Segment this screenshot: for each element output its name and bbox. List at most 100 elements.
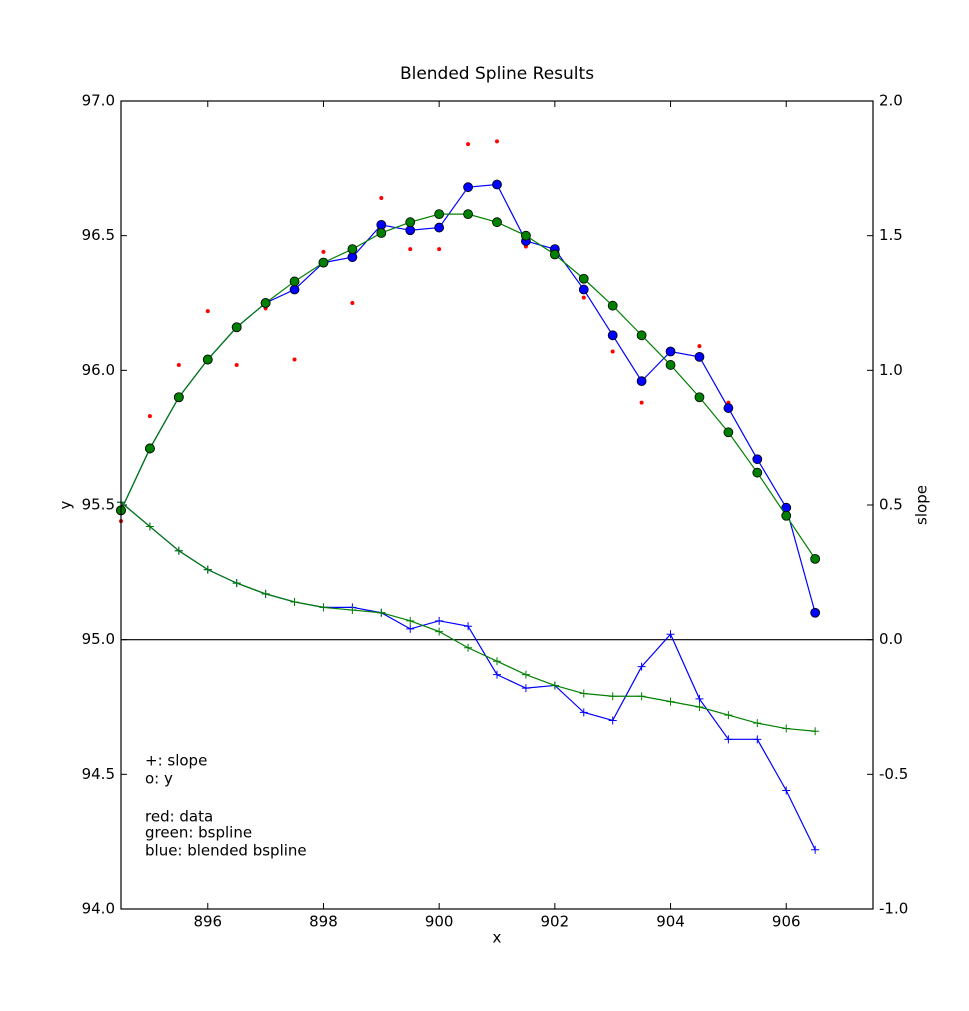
point <box>406 624 415 633</box>
point <box>495 139 499 144</box>
point <box>405 217 416 228</box>
point <box>232 579 241 588</box>
point <box>666 630 675 639</box>
point <box>636 376 647 387</box>
point <box>321 249 326 254</box>
point <box>636 330 647 341</box>
y2-tick-label: 1.0 <box>879 361 903 379</box>
point <box>405 225 416 236</box>
y-tick-label: 94.0 <box>82 900 115 918</box>
point <box>464 622 473 631</box>
y2-tick-label: 0.0 <box>879 630 903 648</box>
y-tick-label: 96.5 <box>82 226 115 244</box>
point <box>666 697 675 706</box>
point <box>753 735 762 744</box>
point <box>752 467 763 478</box>
point <box>205 309 210 314</box>
point <box>350 301 355 305</box>
point <box>723 403 734 413</box>
y2-tick-label: -0.5 <box>879 765 908 783</box>
point <box>694 351 705 362</box>
point <box>377 608 386 617</box>
x-tick-label: 896 <box>193 913 222 931</box>
point <box>492 179 502 190</box>
point <box>347 252 358 263</box>
y-tick-label: 95.5 <box>82 496 115 514</box>
point <box>231 322 242 333</box>
point <box>348 606 357 615</box>
point <box>493 657 501 666</box>
point <box>637 692 646 701</box>
point <box>173 392 184 403</box>
y-tick-label: 95.0 <box>82 630 115 648</box>
point <box>492 217 502 228</box>
annotation: green: bspline <box>145 824 252 842</box>
y-tick-label: 97.0 <box>82 92 115 110</box>
point <box>724 735 733 744</box>
point <box>608 692 617 701</box>
point <box>581 295 586 300</box>
point <box>466 142 471 147</box>
point <box>782 724 791 733</box>
point <box>376 219 387 230</box>
y-axis-label: y <box>57 500 75 509</box>
plot-frame <box>120 100 874 910</box>
point <box>579 689 588 698</box>
point <box>607 300 618 311</box>
point <box>782 786 791 795</box>
point <box>810 607 821 618</box>
point <box>379 195 384 200</box>
point <box>260 298 271 308</box>
annotation: +: slope <box>145 752 207 770</box>
point <box>463 182 473 193</box>
point <box>578 284 589 295</box>
point <box>203 565 212 574</box>
point <box>695 703 704 711</box>
point <box>723 427 734 438</box>
point <box>234 362 239 367</box>
point <box>521 684 530 693</box>
y2-tick-label: 0.5 <box>879 496 903 514</box>
chart-title: Blended Spline Results <box>400 64 594 84</box>
point <box>147 414 152 419</box>
point <box>376 228 387 238</box>
point <box>318 257 329 268</box>
point <box>549 249 560 260</box>
point <box>202 354 213 365</box>
point <box>811 845 820 854</box>
point <box>665 360 676 370</box>
point <box>347 244 358 255</box>
y-tick-label: 94.5 <box>82 765 115 783</box>
point <box>752 454 763 465</box>
point <box>665 346 676 357</box>
point <box>292 357 297 362</box>
point <box>811 727 820 736</box>
point <box>637 662 646 671</box>
point <box>810 553 821 564</box>
point <box>145 443 155 454</box>
y2-tick-label: -1.0 <box>879 900 908 918</box>
point <box>290 597 299 606</box>
annotation: o: y <box>145 770 173 788</box>
point <box>610 349 615 354</box>
point <box>724 711 733 720</box>
y2-axis-label: slope <box>913 485 931 525</box>
point <box>781 510 792 521</box>
point <box>578 273 589 284</box>
x-tick-label: 904 <box>656 913 685 931</box>
point <box>319 603 328 612</box>
point <box>695 694 704 703</box>
point <box>521 230 531 241</box>
point <box>550 681 559 690</box>
x-tick-label: 898 <box>309 913 338 931</box>
point <box>176 362 181 367</box>
point <box>261 589 270 598</box>
point <box>435 627 444 636</box>
x-tick-label: 902 <box>541 913 570 931</box>
point <box>608 716 617 725</box>
point <box>753 719 762 728</box>
point <box>697 344 702 349</box>
point <box>434 222 445 233</box>
point <box>408 247 413 252</box>
